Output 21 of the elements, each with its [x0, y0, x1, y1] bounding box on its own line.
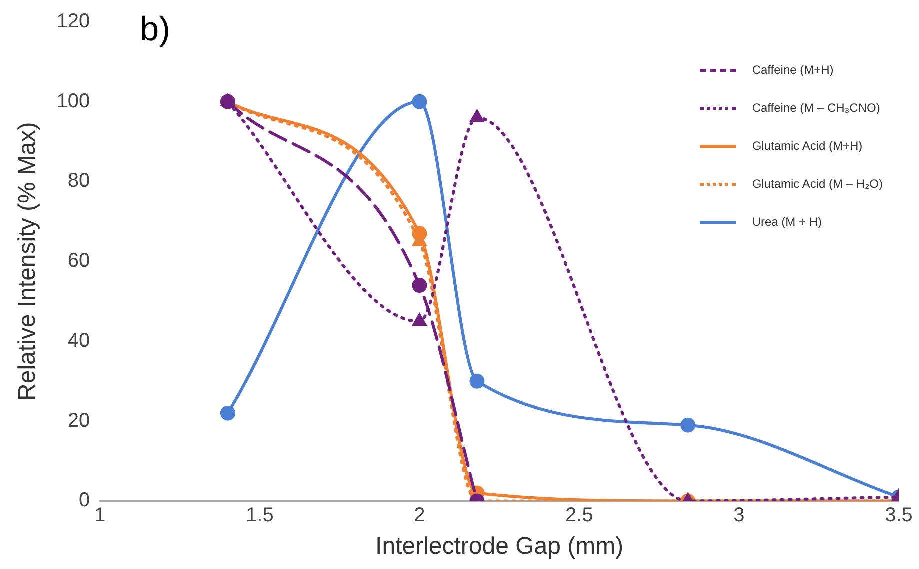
legend-label: Caffeine (M – CH₃CNO) [752, 101, 880, 115]
y-tick-label: 0 [79, 490, 90, 512]
y-tick-label: 60 [68, 250, 90, 272]
y-tick-label: 20 [68, 410, 90, 432]
legend-label: Glutamic Acid (M – H₂O) [752, 177, 883, 191]
y-axis-title: Relative Intensity (% Max) [14, 122, 42, 401]
annotation: b) [140, 10, 170, 48]
x-tick-label: 3.5 [885, 504, 913, 527]
x-tick-label: 1 [94, 504, 106, 527]
y-tick-label: 40 [68, 330, 90, 352]
x-tick-label: 3 [734, 504, 745, 527]
y-tick-label: 80 [68, 170, 90, 192]
x-tick-label: 2 [414, 504, 426, 527]
legend-label: Caffeine (M+H) [752, 63, 834, 77]
legend-label: Glutamic Acid (M+H) [752, 139, 863, 153]
x-tick-label: 1.5 [246, 504, 274, 527]
y-tick-label: 100 [56, 90, 90, 112]
legend-label: Urea (M + H) [752, 215, 822, 229]
x-tick-label: 2.5 [566, 504, 594, 527]
x-axis-title: Interlectrode Gap (mm) [376, 533, 624, 560]
y-tick-label: 120 [56, 10, 90, 33]
